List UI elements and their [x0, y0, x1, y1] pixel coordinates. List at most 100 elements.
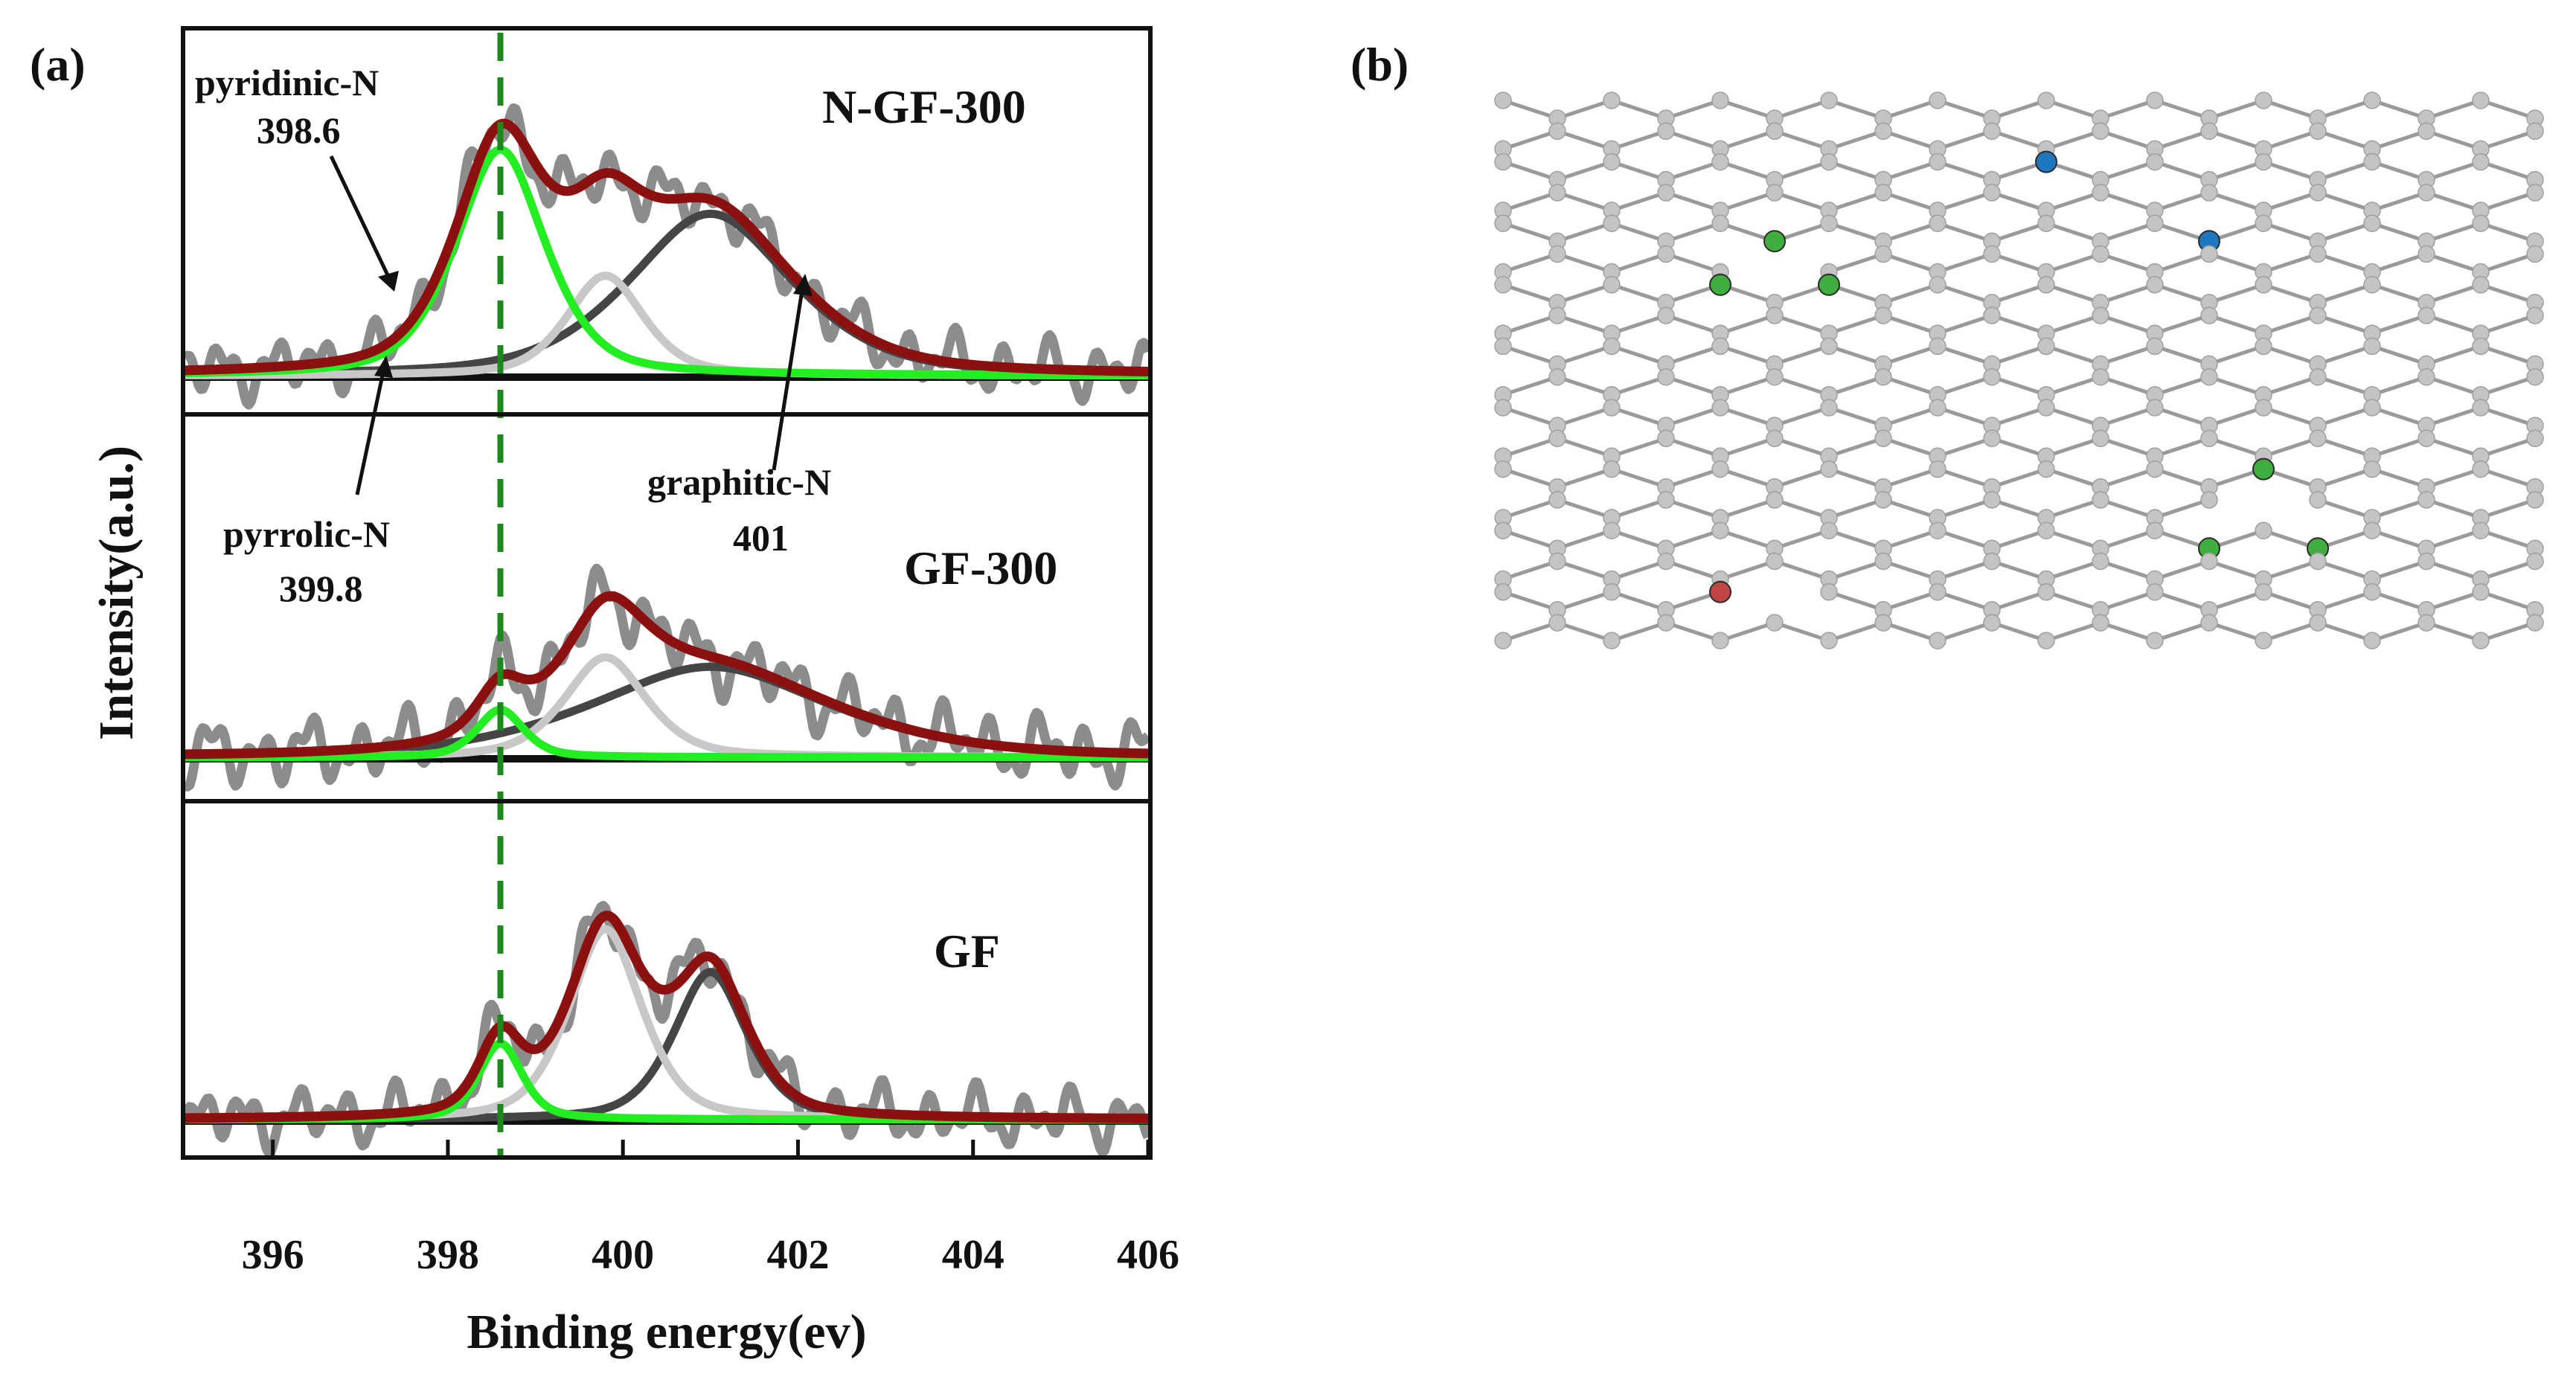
c-c-bond — [2480, 283, 2536, 305]
c-c-bond — [1937, 313, 1993, 336]
c-c-bond — [1611, 467, 1667, 489]
x-tick-label: 396 — [242, 1232, 304, 1278]
panel-b-label: (b) — [1351, 38, 1409, 91]
c-c-bond — [2208, 559, 2264, 581]
c-c-bond — [2371, 313, 2427, 336]
carbon-atom — [2092, 552, 2109, 571]
carbon-atom — [1983, 306, 2001, 324]
carbon-atom — [2309, 245, 2327, 263]
c-c-bond — [2371, 160, 2427, 182]
x-tick-label: 400 — [592, 1232, 654, 1278]
carbon-atom — [1983, 552, 2001, 571]
carbon-atom — [2526, 429, 2544, 448]
carbon-atom — [1766, 367, 1784, 386]
c-c-bond — [2045, 620, 2101, 643]
carbon-atom — [2472, 632, 2490, 649]
c-c-bond — [2154, 467, 2210, 489]
carbon-atom — [1603, 521, 1621, 539]
carbon-atom — [2037, 583, 2055, 601]
c-c-bond — [1665, 467, 1721, 489]
c-c-bond — [2480, 559, 2536, 581]
carbon-atom — [1657, 552, 1675, 571]
c-c-bond — [2480, 405, 2536, 428]
c-c-bond — [1828, 528, 1884, 550]
c-c-bond — [2100, 620, 2156, 643]
c-c-bond — [2426, 590, 2482, 612]
c-c-bond — [1937, 129, 1993, 151]
c-c-bond — [2426, 436, 2482, 458]
carbon-atom — [2363, 521, 2381, 539]
carbon-atom — [1820, 399, 1838, 417]
carbon-atom — [2146, 460, 2164, 478]
pyrrolic-nitrogen-atom — [1709, 580, 1731, 603]
c-c-bond — [1611, 375, 1667, 397]
carbon-atom — [2309, 184, 2327, 202]
c-c-bond — [1774, 436, 1830, 458]
c-c-bond — [1557, 252, 1612, 274]
carbon-atom — [1929, 153, 1947, 171]
c-c-bond — [1828, 375, 1884, 397]
carbon-atom — [1711, 399, 1729, 417]
carbon-atom — [1929, 460, 1947, 478]
c-c-bond — [1720, 344, 1775, 366]
pyrrolic-n-component-trace — [185, 925, 1148, 1123]
carbon-atom — [2037, 337, 2055, 356]
c-c-bond — [1557, 129, 1612, 151]
c-c-bond — [1557, 375, 1612, 397]
x-axis-title: Binding energy(ev) — [467, 1305, 866, 1359]
carbon-atom — [1603, 460, 1621, 478]
arrow-graphitic — [772, 289, 804, 471]
c-c-bond — [2426, 129, 2482, 151]
carbon-atom — [1766, 614, 1784, 632]
carbon-atom — [1548, 184, 1566, 202]
c-c-bond — [1774, 467, 1830, 489]
carbon-atom — [2255, 92, 2272, 109]
carbon-atom — [2309, 429, 2327, 448]
c-c-bond — [2100, 590, 2156, 612]
carbon-atom — [2092, 614, 2109, 632]
c-c-bond — [1937, 498, 1993, 520]
carbon-atom — [2363, 399, 2381, 417]
carbon-atom — [2363, 632, 2381, 649]
c-c-bond — [1720, 98, 1775, 121]
outer-frame — [181, 26, 1153, 1160]
c-c-bond — [2480, 160, 2536, 182]
carbon-atom — [1548, 367, 1566, 386]
c-c-bond — [1774, 405, 1830, 428]
c-c-bond — [1774, 129, 1830, 151]
c-c-bond — [1774, 559, 1830, 581]
carbon-atom — [1766, 429, 1784, 448]
c-c-bond — [2317, 620, 2373, 643]
carbon-atom — [1766, 184, 1784, 202]
carbon-atom — [1983, 122, 2001, 141]
c-c-bond — [1883, 498, 1938, 520]
carbon-atom — [1494, 276, 1512, 294]
carbon-atom — [2037, 632, 2055, 649]
c-c-bond — [1502, 221, 1558, 243]
subplot-traces — [185, 563, 1148, 792]
carbon-atom — [1494, 92, 1512, 109]
carbon-atom — [2363, 153, 2381, 171]
carbon-atom — [1494, 632, 1512, 649]
carbon-atom — [1657, 306, 1675, 324]
carbon-atom — [2309, 552, 2327, 571]
c-c-bond — [2426, 221, 2482, 243]
c-c-bond — [1557, 190, 1612, 213]
carbon-atom — [2526, 552, 2544, 571]
c-c-bond — [2045, 252, 2101, 274]
c-c-bond — [2317, 98, 2373, 121]
x-tick-label: 406 — [1117, 1232, 1179, 1278]
c-c-bond — [2426, 190, 2482, 213]
carbon-atom — [1874, 367, 1892, 386]
carbon-atom — [2146, 583, 2164, 601]
carbon-atom — [2526, 367, 2544, 386]
carbon-atom — [1820, 632, 1838, 649]
c-c-bond — [1828, 559, 1884, 581]
carbon-atom — [2255, 632, 2272, 649]
c-c-bond — [2045, 467, 2101, 489]
carbon-atom — [1657, 429, 1675, 448]
c-c-bond — [2154, 129, 2210, 151]
carbon-atom — [2200, 245, 2218, 263]
carbon-atom — [2309, 367, 2327, 386]
c-c-bond — [1665, 528, 1721, 550]
